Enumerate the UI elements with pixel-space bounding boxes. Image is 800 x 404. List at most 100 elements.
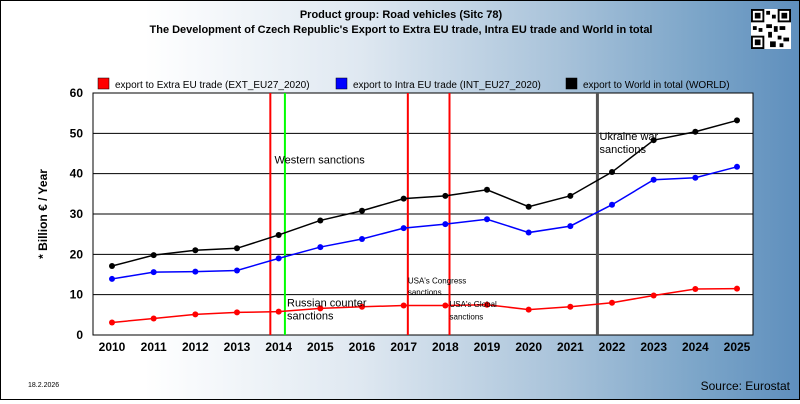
data-point-extra xyxy=(692,286,699,293)
annotation-label: sanctions xyxy=(287,310,334,322)
data-point-world xyxy=(192,247,199,254)
data-point-intra xyxy=(109,275,115,282)
event-lines xyxy=(269,93,599,335)
data-point-intra xyxy=(400,225,407,232)
x-tick-label: 2013 xyxy=(224,340,251,354)
data-point-extra xyxy=(275,308,282,315)
data-point-extra xyxy=(109,319,115,326)
legend-label-world: export to World in total (WORLD) xyxy=(583,80,730,91)
data-point-intra xyxy=(192,268,199,275)
data-point-world xyxy=(734,117,740,124)
gridlines xyxy=(93,132,753,296)
annotation-label: Ukraine war xyxy=(600,131,659,143)
annotation-label: sanctions xyxy=(600,144,647,156)
legend: export to Extra EU trade (EXT_EU27_2020)… xyxy=(97,77,730,91)
x-tick-label: 2018 xyxy=(432,340,459,354)
data-point-intra xyxy=(234,267,240,274)
x-tick-label: 2022 xyxy=(599,340,626,354)
y-tick-label: 50 xyxy=(70,126,84,140)
y-tick-label: 10 xyxy=(70,288,84,302)
y-axis: 0 10 20 30 40 50 60 xyxy=(70,86,84,342)
footer-date: 18.2.2026 xyxy=(28,382,59,389)
x-tick-label: 2014 xyxy=(265,340,292,354)
data-point-world xyxy=(400,195,407,202)
data-point-extra xyxy=(609,299,615,306)
data-point-world xyxy=(317,217,324,224)
data-point-extra xyxy=(567,303,574,310)
x-tick-label: 2016 xyxy=(349,340,376,354)
annotation-label: USA's Global xyxy=(450,300,498,309)
chart-header-line1: Product group: Road vehicles (Sitc 78) xyxy=(300,9,503,21)
data-point-world xyxy=(650,137,657,144)
data-point-intra xyxy=(609,201,615,208)
data-point-extra xyxy=(150,315,157,322)
data-point-world xyxy=(359,207,365,214)
legend-swatch-world xyxy=(565,77,578,90)
series-line-intra xyxy=(111,166,738,280)
y-tick-label: 60 xyxy=(70,86,84,100)
annotation-label: USA's Congress xyxy=(408,276,466,285)
x-tick-label: 2015 xyxy=(307,340,334,354)
y-tick-label: 20 xyxy=(70,247,84,261)
x-axis: 2010 2011 2012 2013 2014 2015 2016 2017 2018 2019… xyxy=(99,340,751,354)
data-point-extra xyxy=(359,303,365,310)
data-point-extra xyxy=(734,285,740,292)
data-point-intra xyxy=(317,244,324,251)
footer-source: Source: Eurostat xyxy=(701,379,791,393)
series-group xyxy=(109,117,740,326)
data-point-extra xyxy=(192,311,199,318)
data-point-intra xyxy=(525,229,532,236)
data-point-world xyxy=(609,169,615,176)
legend-label-extra: export to Extra EU trade (EXT_EU27_2020) xyxy=(115,80,310,91)
annotation-label: sanctions xyxy=(450,312,484,321)
annotation-label: Russian counter xyxy=(287,297,367,309)
data-point-world xyxy=(484,186,490,193)
data-point-world xyxy=(567,192,574,199)
series-line-extra xyxy=(111,287,738,324)
data-point-world xyxy=(150,252,157,259)
data-point-intra xyxy=(734,163,740,170)
y-axis-label: * Billion € / Year xyxy=(36,169,50,259)
data-point-world xyxy=(692,128,699,135)
data-point-extra xyxy=(525,306,532,313)
y-tick-label: 30 xyxy=(70,207,84,221)
data-point-world xyxy=(275,231,282,238)
qr-code-icon[interactable] xyxy=(751,9,791,49)
x-tick-label: 2023 xyxy=(640,340,667,354)
x-tick-label: 2012 xyxy=(182,340,209,354)
data-point-intra xyxy=(650,176,657,183)
series-line-world xyxy=(111,119,738,267)
chart-header-line2: The Development of Czech Republic's Expo… xyxy=(150,24,653,36)
data-point-world xyxy=(234,245,240,252)
y-tick-label: 0 xyxy=(76,328,83,342)
data-point-extra xyxy=(317,305,324,312)
x-tick-label: 2024 xyxy=(682,340,709,354)
legend-swatch-intra xyxy=(335,77,348,90)
x-tick-label: 2021 xyxy=(557,340,584,354)
x-tick-label: 2010 xyxy=(99,340,126,354)
data-point-intra xyxy=(442,221,449,228)
x-tick-label: 2025 xyxy=(724,340,751,354)
data-point-extra xyxy=(400,302,407,309)
legend-label-intra: export to Intra EU trade (INT_EU27_2020) xyxy=(353,80,541,91)
data-point-extra xyxy=(484,301,490,308)
data-point-world xyxy=(109,263,115,270)
x-tick-label: 2011 xyxy=(141,340,167,354)
data-point-intra xyxy=(359,236,365,243)
data-point-extra xyxy=(234,309,240,316)
y-tick-label: 40 xyxy=(70,167,84,181)
x-tick-label: 2019 xyxy=(474,340,501,354)
data-point-extra xyxy=(442,302,449,309)
annotation-label: Western sanctions xyxy=(275,155,366,167)
legend-swatch-extra xyxy=(97,77,110,90)
data-point-world xyxy=(442,192,449,199)
data-point-extra xyxy=(650,292,657,299)
x-tick-label: 2017 xyxy=(390,340,417,354)
annotation-label: sanctions xyxy=(408,288,442,297)
data-point-intra xyxy=(692,174,699,181)
data-point-intra xyxy=(275,255,282,262)
x-tick-label: 2020 xyxy=(515,340,542,354)
